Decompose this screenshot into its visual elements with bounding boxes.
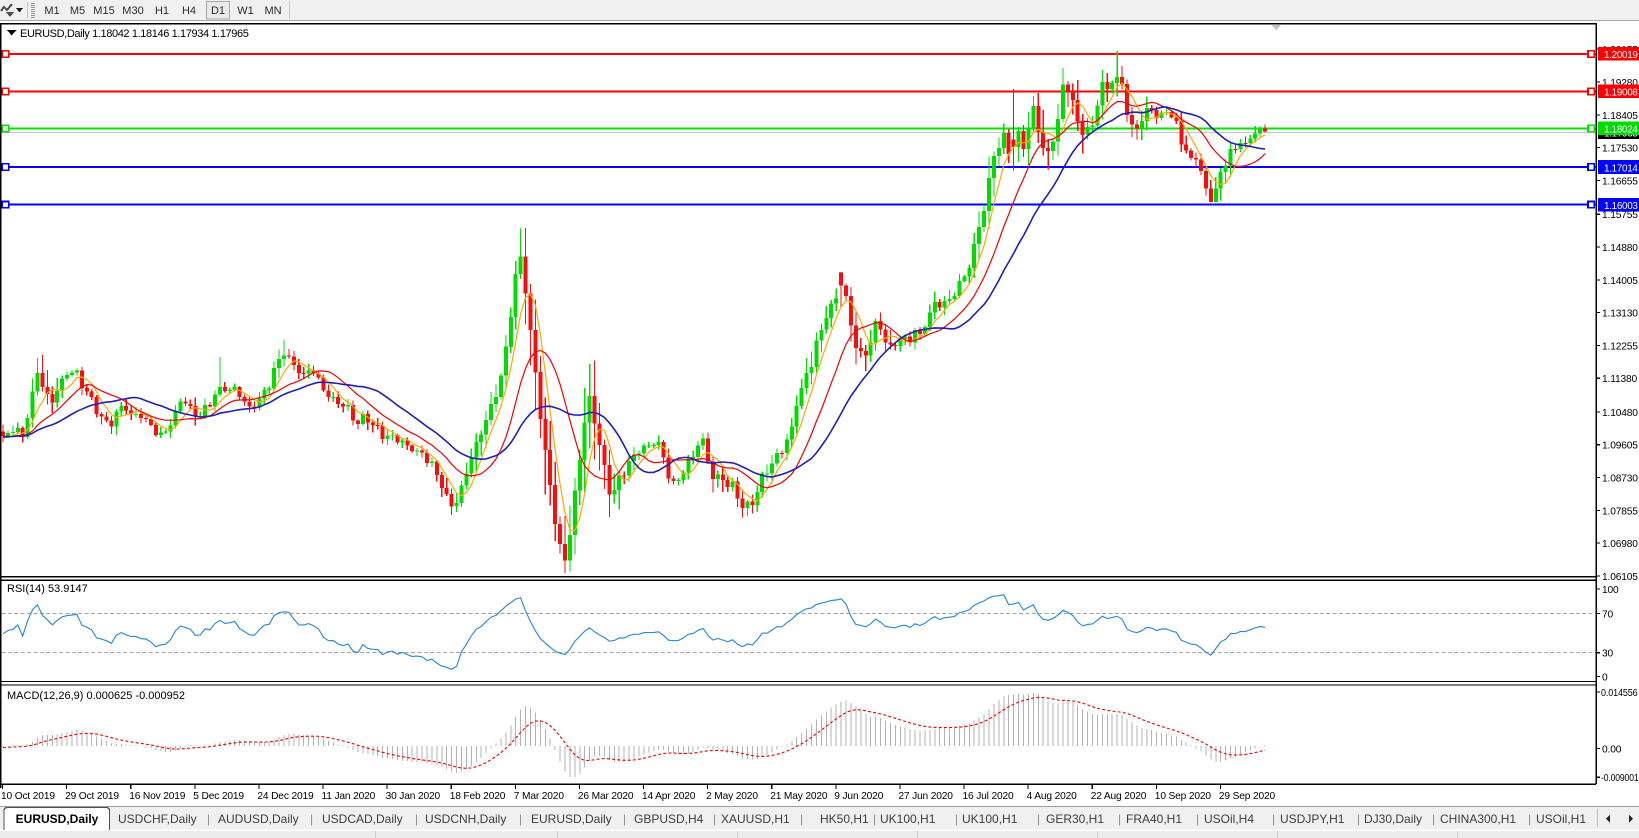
- svg-text:UK100,H1: UK100,H1: [962, 812, 1018, 826]
- svg-text:|: |: [310, 812, 313, 826]
- svg-text:USOil,H4: USOil,H4: [1204, 812, 1254, 826]
- svg-text:|: |: [1272, 812, 1275, 826]
- svg-text:FRA40,H1: FRA40,H1: [1126, 812, 1182, 826]
- svg-text:|: |: [415, 812, 418, 826]
- svg-text:1.14880: 1.14880: [1602, 243, 1638, 254]
- svg-text:0.00: 0.00: [1602, 744, 1622, 755]
- svg-text:|: |: [800, 812, 803, 826]
- svg-text:30 Jan 2020: 30 Jan 2020: [386, 791, 441, 802]
- svg-text:22 Aug 2020: 22 Aug 2020: [1091, 791, 1147, 802]
- svg-text:26 Mar 2020: 26 Mar 2020: [578, 791, 634, 802]
- svg-text:100: 100: [1602, 585, 1619, 596]
- svg-text:16 Nov 2019: 16 Nov 2019: [129, 791, 186, 802]
- svg-text:DJ30,Daily: DJ30,Daily: [1364, 812, 1422, 826]
- svg-text:7 Mar 2020: 7 Mar 2020: [514, 791, 565, 802]
- svg-text:HK50,H1: HK50,H1: [820, 812, 869, 826]
- svg-text:|: |: [1196, 812, 1199, 826]
- svg-text:9 Jun 2020: 9 Jun 2020: [834, 791, 883, 802]
- svg-text:|: |: [623, 812, 626, 826]
- svg-text:MN: MN: [264, 5, 281, 17]
- svg-text:1.19008: 1.19008: [1604, 88, 1638, 99]
- svg-text:0: 0: [1602, 673, 1608, 684]
- svg-text:H1: H1: [155, 5, 169, 17]
- svg-text:0.014556: 0.014556: [1601, 688, 1638, 699]
- svg-text:|: |: [713, 812, 716, 826]
- svg-text:14 Apr 2020: 14 Apr 2020: [642, 791, 696, 802]
- svg-text:1.06980: 1.06980: [1602, 539, 1638, 550]
- svg-text:USDCNH,Daily: USDCNH,Daily: [425, 812, 506, 826]
- svg-text:M1: M1: [44, 5, 59, 17]
- svg-text:|: |: [1432, 812, 1435, 826]
- svg-text:1.12255: 1.12255: [1602, 341, 1638, 352]
- svg-text:11 Jan 2020: 11 Jan 2020: [322, 791, 376, 802]
- svg-text:1.20019: 1.20019: [1604, 50, 1638, 61]
- svg-text:|: |: [873, 812, 876, 826]
- svg-text:29 Sep 2020: 29 Sep 2020: [1219, 791, 1276, 802]
- svg-text:10 Oct 2019: 10 Oct 2019: [1, 791, 55, 802]
- svg-text:W1: W1: [237, 5, 254, 17]
- svg-text:-0.009001: -0.009001: [1601, 773, 1639, 784]
- svg-text:GBPUSD,H4: GBPUSD,H4: [634, 812, 704, 826]
- svg-text:1.07855: 1.07855: [1602, 506, 1638, 517]
- svg-text:1.17014: 1.17014: [1604, 163, 1638, 174]
- svg-text:|: |: [519, 812, 522, 826]
- svg-text:EURUSD,Daily: EURUSD,Daily: [531, 812, 612, 826]
- svg-text:5 Dec 2019: 5 Dec 2019: [193, 791, 244, 802]
- svg-text:M30: M30: [122, 5, 143, 17]
- svg-text:|: |: [955, 812, 958, 826]
- svg-text:1.10480: 1.10480: [1602, 408, 1638, 419]
- svg-text:|: |: [207, 812, 210, 826]
- svg-text:1.18024: 1.18024: [1604, 125, 1638, 136]
- svg-text:USDCHF,Daily: USDCHF,Daily: [118, 812, 197, 826]
- svg-text:M5: M5: [70, 5, 85, 17]
- svg-text:UK100,H1: UK100,H1: [880, 812, 936, 826]
- svg-text:XAUUSD,H1: XAUUSD,H1: [721, 812, 790, 826]
- svg-text:70: 70: [1602, 610, 1614, 621]
- svg-text:|: |: [1037, 812, 1040, 826]
- svg-text:|: |: [1528, 812, 1531, 826]
- svg-text:D1: D1: [211, 5, 225, 17]
- svg-text:1.17530: 1.17530: [1602, 144, 1638, 155]
- svg-text:USOil,H1: USOil,H1: [1536, 812, 1586, 826]
- svg-text:24 Dec 2019: 24 Dec 2019: [257, 791, 314, 802]
- svg-text:1.19280: 1.19280: [1602, 78, 1638, 89]
- svg-text:H4: H4: [182, 5, 196, 17]
- svg-text:M15: M15: [93, 5, 114, 17]
- svg-text:1.11380: 1.11380: [1602, 374, 1638, 385]
- svg-text:GER30,H1: GER30,H1: [1046, 812, 1104, 826]
- svg-text:18 Feb 2020: 18 Feb 2020: [450, 791, 506, 802]
- svg-text:16 Jul 2020: 16 Jul 2020: [963, 791, 1015, 802]
- svg-text:27 Jun 2020: 27 Jun 2020: [898, 791, 953, 802]
- svg-text:1.14005: 1.14005: [1602, 276, 1638, 287]
- svg-text:30: 30: [1602, 649, 1614, 660]
- svg-text:1.16655: 1.16655: [1602, 176, 1638, 187]
- svg-text:1.13130: 1.13130: [1602, 309, 1638, 320]
- svg-text:AUDUSD,Daily: AUDUSD,Daily: [218, 812, 299, 826]
- svg-text:1.08730: 1.08730: [1602, 474, 1638, 485]
- svg-text:USDJPY,H1: USDJPY,H1: [1280, 812, 1345, 826]
- svg-text:USDCAD,Daily: USDCAD,Daily: [322, 812, 403, 826]
- svg-text:1.09605: 1.09605: [1602, 441, 1638, 452]
- svg-text:MACD(12,26,9) 0.000625 -0.0009: MACD(12,26,9) 0.000625 -0.000952: [7, 690, 185, 702]
- svg-text:1.16003: 1.16003: [1604, 201, 1638, 212]
- svg-text:1.15755: 1.15755: [1602, 210, 1638, 221]
- svg-text:|: |: [1357, 812, 1360, 826]
- svg-text:RSI(14) 53.9147: RSI(14) 53.9147: [7, 583, 88, 595]
- svg-text:EURUSD,Daily 1.18042 1.18146: EURUSD,Daily 1.18042 1.18146 1.17934 1.1…: [20, 28, 249, 40]
- svg-text:1.18405: 1.18405: [1602, 111, 1638, 122]
- svg-text:EURUSD,Daily: EURUSD,Daily: [16, 812, 99, 826]
- svg-text:CHINA300,H1: CHINA300,H1: [1440, 812, 1516, 826]
- svg-text:10 Sep 2020: 10 Sep 2020: [1155, 791, 1212, 802]
- svg-text:2 May 2020: 2 May 2020: [706, 791, 758, 802]
- svg-text:21 May 2020: 21 May 2020: [770, 791, 828, 802]
- svg-text:|: |: [1118, 812, 1121, 826]
- svg-text:1.06105: 1.06105: [1602, 572, 1638, 583]
- svg-text:29 Oct 2019: 29 Oct 2019: [65, 791, 119, 802]
- svg-text:4 Aug 2020: 4 Aug 2020: [1027, 791, 1078, 802]
